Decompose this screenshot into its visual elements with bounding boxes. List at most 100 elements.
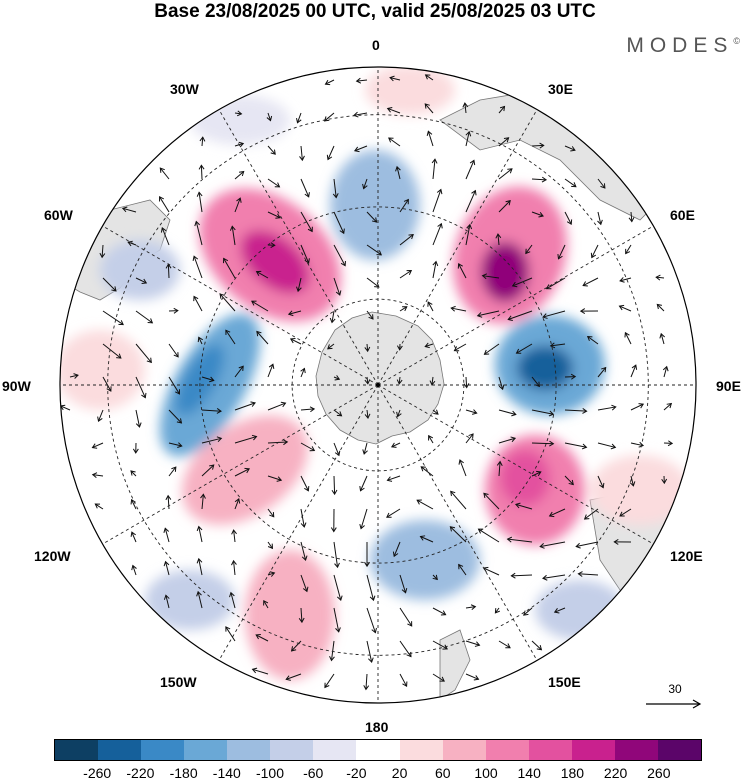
wind-vector [287, 310, 302, 317]
wind-vector [618, 304, 632, 312]
wind-vector [419, 535, 434, 543]
wind-vector [388, 137, 401, 147]
wind-vector [542, 574, 566, 581]
colorbar-tick-label: -140 [212, 765, 241, 781]
meridian-line [377, 225, 654, 386]
wind-vector [331, 475, 338, 496]
lon-label-90e: 90E [716, 378, 741, 394]
wind-vector [399, 673, 408, 688]
meridian-line [377, 109, 538, 386]
wind-vector [498, 168, 513, 180]
wind-vector [193, 295, 203, 312]
wind-vector [333, 375, 341, 381]
colorbar-tick-label: 220 [603, 765, 628, 781]
wind-vector [102, 277, 117, 292]
colorbar-tick-label: -20 [346, 765, 367, 781]
wind-vector [531, 211, 544, 218]
colorbar-segment [657, 740, 701, 760]
meridian-line [102, 384, 379, 545]
wind-vector [583, 508, 599, 520]
wind-vector [329, 640, 335, 662]
lon-label-60w: 60W [44, 207, 73, 223]
wind-vector [523, 607, 533, 616]
wind-vector [135, 376, 147, 399]
wind-vector [135, 277, 148, 284]
wind-vector [465, 130, 472, 147]
negative-anomaly [330, 150, 420, 260]
wind-vector [514, 502, 533, 510]
wind-vector [324, 673, 335, 689]
colorbar-segment [485, 740, 529, 760]
wind-vector [564, 442, 588, 450]
wind-vector [333, 244, 346, 267]
wind-vector [575, 541, 599, 549]
negative-anomaly [190, 95, 290, 145]
wind-vector-layer [60, 74, 674, 691]
wind-vector [449, 526, 467, 543]
latitude-circle [199, 206, 557, 564]
new-zealand-land [439, 629, 471, 701]
wind-vector [498, 409, 517, 417]
wind-vector [399, 198, 409, 213]
wind-vector [163, 594, 170, 609]
wind-vector [159, 196, 170, 213]
wind-vector [330, 508, 337, 533]
wind-vector [655, 274, 665, 281]
wind-vector [416, 499, 434, 510]
colorbar-segment [227, 740, 271, 760]
colorbar [54, 739, 702, 761]
wind-vector [564, 145, 576, 152]
wind-vector [289, 337, 302, 345]
latitude-circle [291, 298, 465, 472]
wind-vector [267, 363, 275, 378]
negative-anomaly-core [517, 346, 573, 390]
wind-vector [197, 336, 204, 345]
wind-vector [130, 531, 137, 543]
wind-vector [450, 305, 467, 312]
wind-vector [267, 242, 276, 249]
colorbar-segment [55, 740, 99, 760]
wind-vector [597, 442, 617, 450]
wind-vector [168, 307, 179, 314]
wind-vector [225, 329, 236, 345]
wind-vector [296, 277, 302, 293]
wind-vector [300, 475, 310, 492]
wind-vector [495, 233, 502, 246]
wind-vector [127, 240, 137, 247]
wind-vector [300, 574, 309, 593]
south-pole-marker [376, 383, 380, 387]
wind-vector [531, 640, 543, 651]
wind-vector [450, 490, 467, 510]
wind-vector [432, 409, 439, 415]
wind-vector [564, 408, 588, 414]
wind-vector [389, 75, 401, 82]
wind-vector [597, 366, 607, 378]
colorbar-segment [356, 740, 400, 760]
wind-vector [496, 460, 503, 477]
wind-vector [359, 475, 368, 492]
wind-vector [531, 470, 542, 477]
colorbar-segment [270, 740, 314, 760]
lon-label-120e: 120E [670, 548, 703, 564]
wind-vector [432, 607, 447, 616]
wind-vector [234, 467, 251, 477]
colorbar-segment [442, 740, 486, 760]
wind-vector [201, 436, 223, 444]
wind-vector [201, 376, 215, 383]
reference-arrow-icon [646, 699, 702, 709]
wind-vector [199, 136, 206, 147]
wind-vector [386, 475, 401, 482]
wind-vector [458, 459, 467, 477]
wind-vector [625, 244, 632, 255]
wind-vector [267, 145, 276, 155]
wind-vector [399, 233, 414, 246]
wind-vector [458, 563, 467, 576]
wind-vector [364, 376, 371, 385]
wind-vector [432, 673, 445, 682]
wind-vector [399, 269, 413, 279]
wind-vector [511, 277, 533, 288]
antarctica-land [315, 311, 445, 445]
wind-vector [323, 112, 335, 122]
wind-vector [548, 508, 566, 518]
colorbar-tick-label: -220 [126, 765, 155, 781]
